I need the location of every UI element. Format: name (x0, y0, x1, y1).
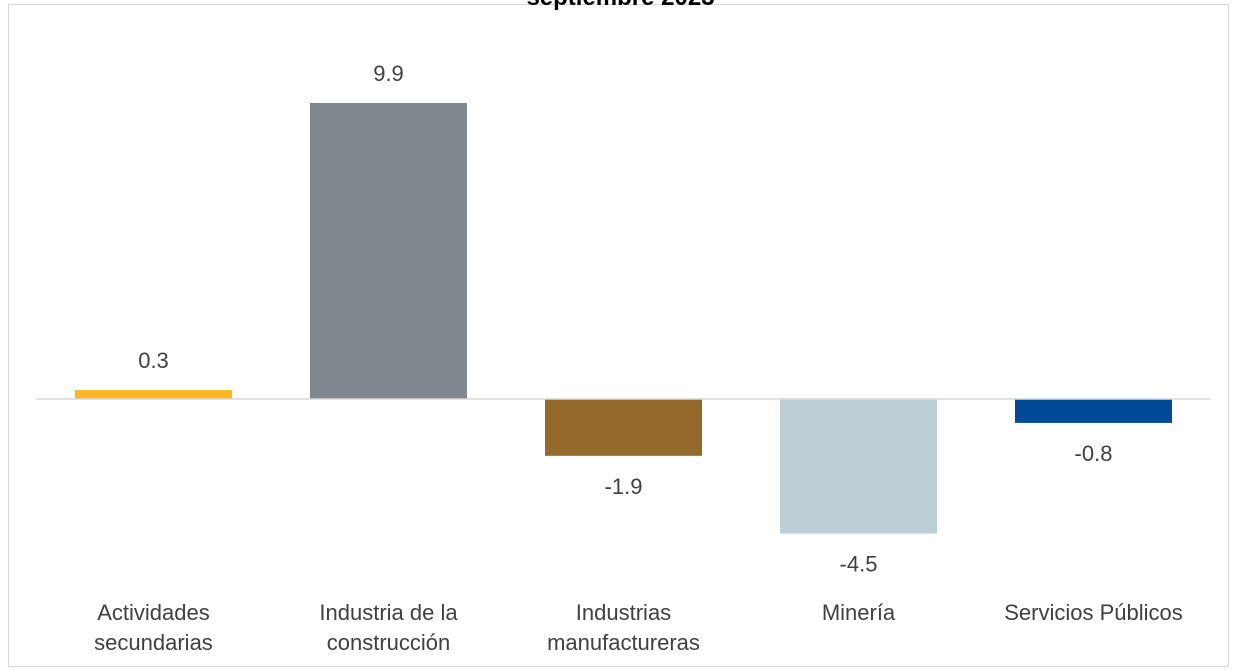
category-label-line: Servicios Públicos (1004, 600, 1183, 625)
category-label-line: manufactureras (547, 630, 700, 655)
category-label-line: Actividades (97, 600, 210, 625)
value-label-0: 0.3 (138, 348, 169, 373)
bar-4 (1015, 399, 1172, 423)
category-label-1: Industria de la construcción (319, 600, 458, 655)
bar-3 (780, 399, 937, 534)
value-label-4: -0.8 (1075, 441, 1113, 466)
chart-title: septiembre 2023 (0, 0, 1241, 12)
category-label-4: Servicios Públicos (1004, 600, 1183, 625)
category-label-0: Actividades secundarias (94, 600, 213, 655)
category-label-2: Industrias manufactureras (547, 600, 700, 655)
category-labels-layer: Actividades secundarias Industria de la con… (94, 600, 1183, 655)
category-label-line: construcción (327, 630, 451, 655)
category-label-3: Minería (822, 600, 896, 625)
bar-1 (310, 102, 467, 400)
value-label-3: -4.5 (840, 552, 878, 577)
category-label-line: secundarias (94, 630, 213, 655)
category-label-line: Industrias (576, 600, 671, 625)
category-label-line: Minería (822, 600, 896, 625)
bar-0 (75, 390, 232, 399)
category-label-line: Industria de la (319, 600, 458, 625)
value-label-2: -1.9 (605, 474, 643, 499)
bar-2 (545, 399, 702, 456)
chart-frame (8, 4, 1229, 667)
value-label-1: 9.9 (373, 61, 404, 86)
bars-layer (75, 102, 1172, 534)
value-labels-layer: 0.3 9.9 -1.9 -4.5 -0.8 (138, 61, 1112, 577)
